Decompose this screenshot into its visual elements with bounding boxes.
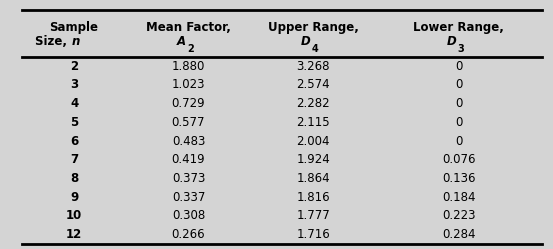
Text: 2.004: 2.004 xyxy=(296,134,330,148)
Text: 3.268: 3.268 xyxy=(296,60,330,73)
Text: 4: 4 xyxy=(311,44,319,54)
Text: 0.136: 0.136 xyxy=(442,172,476,185)
Text: A: A xyxy=(176,35,186,48)
Text: 1.816: 1.816 xyxy=(296,191,330,204)
Text: 4: 4 xyxy=(70,97,78,110)
Text: 0.284: 0.284 xyxy=(442,228,476,241)
Text: 1.777: 1.777 xyxy=(296,209,330,222)
Text: 0: 0 xyxy=(455,60,462,73)
Text: 10: 10 xyxy=(66,209,82,222)
Text: 0: 0 xyxy=(455,78,462,91)
Text: 0.419: 0.419 xyxy=(171,153,205,166)
Text: 0: 0 xyxy=(455,116,462,129)
Text: 2: 2 xyxy=(187,44,194,54)
Text: 0: 0 xyxy=(455,97,462,110)
Text: 0.223: 0.223 xyxy=(442,209,476,222)
Text: 1.924: 1.924 xyxy=(296,153,330,166)
Text: 2.574: 2.574 xyxy=(296,78,330,91)
Text: 6: 6 xyxy=(70,134,78,148)
Text: 1.716: 1.716 xyxy=(296,228,330,241)
Text: 3: 3 xyxy=(70,78,78,91)
Text: 8: 8 xyxy=(70,172,78,185)
Text: n: n xyxy=(72,35,80,48)
Text: Mean Factor,: Mean Factor, xyxy=(146,21,231,34)
Text: D: D xyxy=(301,35,310,48)
Text: 1.023: 1.023 xyxy=(172,78,205,91)
Text: 3: 3 xyxy=(457,44,464,54)
Text: 0.577: 0.577 xyxy=(172,116,205,129)
Text: 7: 7 xyxy=(70,153,78,166)
Text: Upper Range,: Upper Range, xyxy=(268,21,359,34)
Text: 2: 2 xyxy=(70,60,78,73)
Text: 0.373: 0.373 xyxy=(172,172,205,185)
Text: Size,: Size, xyxy=(35,35,71,48)
Text: 12: 12 xyxy=(66,228,82,241)
Text: 0.184: 0.184 xyxy=(442,191,476,204)
Text: 0.266: 0.266 xyxy=(171,228,205,241)
Text: 0.729: 0.729 xyxy=(171,97,205,110)
Text: 0.483: 0.483 xyxy=(172,134,205,148)
Text: 2.282: 2.282 xyxy=(296,97,330,110)
Text: D: D xyxy=(446,35,456,48)
Text: 0.337: 0.337 xyxy=(172,191,205,204)
Text: 1.880: 1.880 xyxy=(172,60,205,73)
Text: 9: 9 xyxy=(70,191,78,204)
Text: 0.308: 0.308 xyxy=(172,209,205,222)
Text: 5: 5 xyxy=(70,116,78,129)
Text: 0: 0 xyxy=(455,134,462,148)
Text: Sample: Sample xyxy=(50,21,98,34)
Text: 2.115: 2.115 xyxy=(296,116,330,129)
Text: 1.864: 1.864 xyxy=(296,172,330,185)
Text: 0.076: 0.076 xyxy=(442,153,476,166)
Text: Lower Range,: Lower Range, xyxy=(413,21,504,34)
